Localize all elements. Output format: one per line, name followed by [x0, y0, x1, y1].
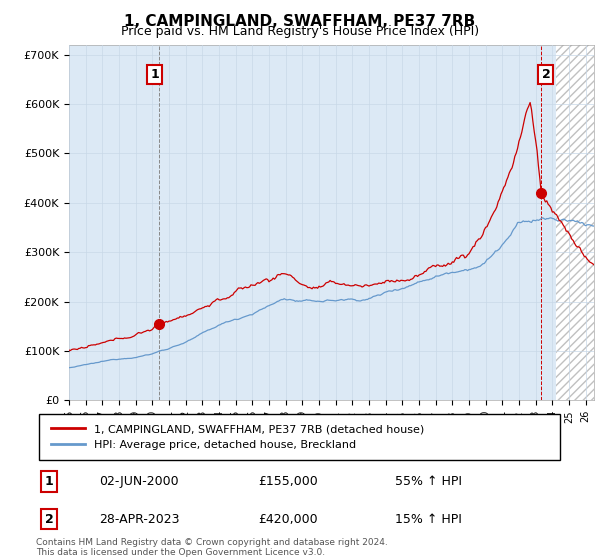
Text: 02-JUN-2000: 02-JUN-2000: [100, 475, 179, 488]
Text: 55% ↑ HPI: 55% ↑ HPI: [395, 475, 462, 488]
Text: 2: 2: [45, 513, 53, 526]
Text: £155,000: £155,000: [258, 475, 317, 488]
Text: 2: 2: [542, 68, 550, 81]
Text: 1: 1: [150, 68, 159, 81]
Text: 15% ↑ HPI: 15% ↑ HPI: [395, 513, 462, 526]
Text: £420,000: £420,000: [258, 513, 317, 526]
FancyBboxPatch shape: [38, 414, 560, 460]
Text: Contains HM Land Registry data © Crown copyright and database right 2024.
This d: Contains HM Land Registry data © Crown c…: [36, 538, 388, 557]
Text: 1, CAMPINGLAND, SWAFFHAM, PE37 7RB: 1, CAMPINGLAND, SWAFFHAM, PE37 7RB: [124, 14, 476, 29]
Legend: 1, CAMPINGLAND, SWAFFHAM, PE37 7RB (detached house), HPI: Average price, detache: 1, CAMPINGLAND, SWAFFHAM, PE37 7RB (deta…: [47, 419, 428, 454]
Text: Price paid vs. HM Land Registry's House Price Index (HPI): Price paid vs. HM Land Registry's House …: [121, 25, 479, 38]
Text: 28-APR-2023: 28-APR-2023: [100, 513, 180, 526]
Bar: [556, 45, 594, 400]
Text: 1: 1: [45, 475, 53, 488]
